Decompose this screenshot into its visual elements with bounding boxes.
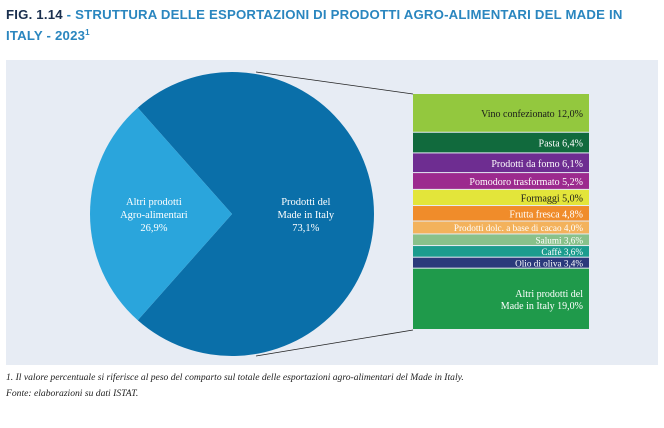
title-footnote-marker: 1 — [85, 28, 90, 37]
bar-segment — [413, 189, 589, 206]
bar-segment-label: Vino confezionato 12,0% — [481, 109, 583, 120]
chart-canvas: Prodotti del Made in Italy 73,1% Altri prod… — [90, 71, 589, 357]
bar-segment-label: Prodotti dolc. a base di cacao 4,0% — [454, 223, 583, 233]
pie-slice — [137, 72, 374, 357]
bar-segment-label: Pomodoro trasformato 5,2% — [469, 177, 583, 188]
bar-segment-label: Frutta fresca 4,8% — [509, 209, 583, 220]
pie-slice — [90, 107, 232, 321]
title-separator: - — [66, 7, 72, 22]
bar-segment-label: Salumi 3,6% — [536, 235, 584, 245]
figure-title: FIG. 1.14 - STRUTTURA DELLE ESPORTAZIONI… — [6, 6, 658, 45]
title-text: STRUTTURA DELLE ESPORTAZIONI DI PRODOTTI… — [6, 7, 623, 43]
bar-segment-label: Formaggi 5,0% — [521, 193, 583, 204]
pie-slice-label: Altri prodotti Agro-alimentari 26,9% — [120, 197, 188, 234]
connector-line — [255, 329, 414, 357]
bar-segment — [413, 94, 589, 132]
pie-chart: Prodotti del Made in Italy 73,1% Altri prod… — [90, 72, 374, 357]
bar-segment-label: Pasta 6,4% — [539, 139, 583, 150]
bar-segment — [413, 257, 589, 268]
chart-panel: Prodotti del Made in Italy 73,1% Altri prod… — [6, 60, 658, 365]
bar-segment — [413, 173, 589, 189]
pie-slice-label: Prodotti del Made in Italy 73,1% — [278, 197, 335, 234]
title-year: - 2023 — [46, 28, 86, 43]
bar-segment — [413, 268, 589, 329]
bar-segment — [413, 246, 589, 257]
bar-segment — [413, 234, 589, 246]
bar-segment — [413, 153, 589, 173]
bar-segment — [413, 132, 589, 153]
bar-segment-label: Prodotti da forno 6,1% — [491, 159, 583, 170]
bar-segment-label: Caffè 3,6% — [541, 247, 583, 257]
source-note: Fonte: elaborazioni su dati ISTAT. — [6, 388, 139, 399]
stacked-bar: Vino confezionato 12,0% Pasta 6,4% Prodott… — [255, 71, 589, 357]
bar-segment-label: Olio di oliva 3,4% — [515, 258, 583, 268]
connector-line — [255, 71, 414, 95]
bar-segment — [413, 206, 589, 221]
bar-segment — [413, 221, 589, 234]
bar-segment-label: Altri prodotti del Made in Italy 19,0% — [501, 289, 583, 312]
footnote: 1. Il valore percentuale si riferisce al… — [6, 372, 464, 383]
figure-number: FIG. 1.14 — [6, 7, 63, 22]
